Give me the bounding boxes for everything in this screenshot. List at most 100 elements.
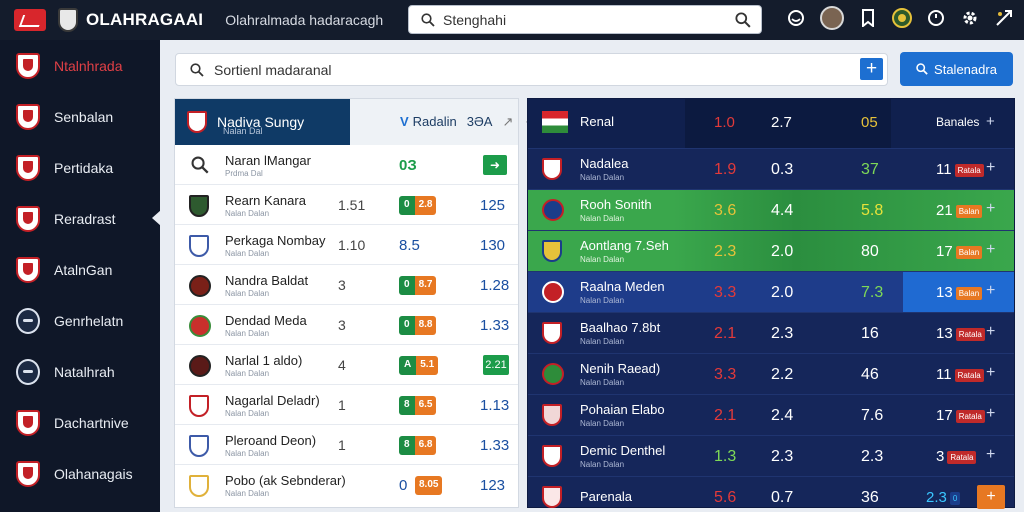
row-value: 8.5 [399, 237, 420, 254]
row-r4-value: 3 [936, 448, 945, 465]
row-sub: Nalan Dalan [580, 337, 625, 346]
pill-right: 8.8 [414, 316, 437, 335]
table-row[interactable]: Nadalea Nalan Dalan 1.9 0.3 37 11 Ratala … [528, 148, 1014, 189]
bookmark-icon[interactable] [858, 8, 878, 28]
table-row[interactable]: Raalna Meden Nalan Dalan 3.3 2.0 7.3 13 B… [528, 271, 1014, 312]
row-total: 1.13 [480, 397, 510, 414]
table-row[interactable]: Aontlang 7.Seh Nalan Dalan 2.3 2.0 80 17… [528, 230, 1014, 271]
team-shield-icon [542, 445, 562, 467]
pill-left: 8 [399, 396, 415, 415]
row-total: 1.33 [480, 317, 510, 334]
plus-icon[interactable]: + [986, 159, 996, 176]
sidebar-item-2[interactable]: Pertidaka [0, 142, 160, 193]
plus-icon[interactable]: + [986, 282, 996, 299]
match-search-box[interactable]: Sortienl madaranal [175, 53, 888, 86]
arrow-right-icon[interactable]: ➜ [483, 155, 507, 175]
row-sub: Nalan Dalan [580, 214, 625, 223]
list-item[interactable]: Naran lMangar Prdma Dal 0З ➜ [175, 145, 518, 185]
row-tag: Balan [955, 245, 983, 259]
table-row[interactable]: Rearn Kanara Nalan Dalan 1.51 0 2.8 125 [175, 185, 518, 225]
app-logo[interactable] [14, 9, 46, 31]
odds-pill[interactable]: 0 2.8 [399, 196, 437, 215]
row-name: Baalhao 7.8bt [580, 320, 661, 335]
table-row[interactable]: Rooh Sonith Nalan Dalan 3.6 4.4 5.8 21 Ba… [528, 189, 1014, 230]
odds-pill[interactable]: 0 8.7 [399, 276, 437, 295]
add-button[interactable]: + [860, 58, 883, 80]
row-r3: 37 [861, 161, 879, 178]
table-row[interactable]: Nenih Raead) Nalan Dalan 3.3 2.2 46 11 Ra… [528, 353, 1014, 394]
odds-pill[interactable]: 8 6.5 [399, 396, 437, 415]
row-r4-value: 11 [936, 161, 952, 178]
row-r2: 2.4 [771, 407, 794, 424]
row-r4-value: 17 [936, 407, 953, 424]
row-tag: Balan [955, 286, 983, 300]
team-shield-icon [189, 475, 209, 497]
plus-icon[interactable]: + [986, 405, 996, 422]
odds-pill[interactable]: 0 8.8 [399, 316, 437, 335]
sidebar-item-7[interactable]: Dachartnive [0, 397, 160, 448]
row-name: Pleroand Deon) [225, 433, 317, 448]
table-row[interactable]: Dendad Meda Nalan Dalan 3 0 8.8 1.33 [175, 305, 518, 345]
plus-icon[interactable]: + [986, 323, 996, 340]
row-r4: 21 Balan [936, 202, 983, 219]
row-r2: 2.0 [771, 284, 794, 301]
add-bet-button[interactable]: + [977, 485, 1005, 509]
top-search-input[interactable] [443, 11, 713, 28]
table-row[interactable]: Pleroand Deon) Nalan Dalan 1 8 6.8 1.33 [175, 425, 518, 465]
table-row[interactable]: Narlal 1 aldo) Nalan Dalan 4 A 5.1 2.21 [175, 345, 518, 385]
sidebar-item-6[interactable]: Natalhrah [0, 346, 160, 397]
odds-pill[interactable]: 8.05 [415, 476, 443, 495]
table-row[interactable]: Baalhao 7.8bt Nalan Dalan 2.1 2.3 16 13 R… [528, 312, 1014, 353]
row-r1: 3.3 [714, 284, 737, 301]
search-submit-icon[interactable] [735, 12, 751, 28]
row-r1: 3.3 [714, 366, 737, 383]
arrow-icon[interactable]: ↗ [502, 114, 514, 129]
top-search-box[interactable] [408, 5, 762, 34]
chat-icon[interactable] [786, 8, 806, 28]
row-r3: 7.6 [861, 407, 884, 424]
row-name: Naran lMangar [225, 153, 311, 168]
gear-icon[interactable] [960, 8, 980, 28]
tab-active[interactable]: Nadiva Sungy Nalan Dal [175, 99, 350, 145]
team-shield-icon [542, 404, 562, 426]
table-row[interactable]: Nandra Baldat Nalan Dalan 3 0 8.7 1.28 [175, 265, 518, 305]
odds-pill[interactable]: A 5.1 [399, 356, 439, 375]
table-row[interactable]: Pobo (ak Sebnderar) Nalan Dalan 0 8.05 1… [175, 465, 518, 505]
pill-left: 8 [399, 436, 415, 455]
plus-icon[interactable]: + [986, 446, 996, 463]
row-r4: 3 Ratala [936, 448, 977, 465]
sidebar-item-8[interactable]: Olahanagais [0, 448, 160, 499]
odds-pill[interactable]: 8 6.8 [399, 436, 437, 455]
team-shield-icon [189, 235, 209, 257]
sidebar-item-1[interactable]: Senbalan [0, 91, 160, 142]
plus-icon[interactable]: + [986, 241, 996, 258]
sidebar-item-3[interactable]: Reradrast [0, 193, 160, 244]
avatar[interactable] [820, 6, 844, 30]
search-button[interactable]: Stalenadra [900, 52, 1013, 86]
expand-icon[interactable] [994, 8, 1014, 28]
row-r3: 7.3 [861, 284, 884, 301]
clock-icon[interactable] [926, 8, 946, 28]
table-row[interactable]: Nagarlal Deladr) Nalan Dalan 1 8 6.5 1.13 [175, 385, 518, 425]
row-total: 123 [480, 477, 506, 494]
row-tag: 0 [949, 491, 961, 505]
search-button-label: Stalenadra [934, 61, 997, 77]
sidebar-item-0[interactable]: Ntalnhrada [0, 40, 160, 91]
plus-icon[interactable]: + [986, 364, 996, 381]
pill-left: 0 [399, 196, 415, 215]
flag-icon [542, 111, 568, 133]
row-r2: 2.2 [771, 366, 794, 383]
sidebar-item-5[interactable]: Genrhelatn [0, 295, 160, 346]
row-total-box[interactable]: 2.21 [483, 355, 509, 375]
plus-icon[interactable]: + [986, 200, 996, 217]
sidebar-item-4[interactable]: AtalnGan [0, 244, 160, 295]
table-row[interactable]: Perkaga Nombay Nalan Dalan 1.10 8.5 130 [175, 225, 518, 265]
table-row[interactable]: Pohaian Elabo Nalan Dalan 2.1 2.4 7.6 17… [528, 394, 1014, 435]
plus-icon[interactable]: + [986, 113, 995, 130]
odds-panel: Renal 1.0 2.7 05 Banales + Nadalea Nalan… [527, 98, 1015, 509]
badge-icon[interactable] [892, 8, 912, 28]
table-row[interactable]: Parenala 5.6 0.7 36 2.3 0 + [528, 476, 1014, 512]
